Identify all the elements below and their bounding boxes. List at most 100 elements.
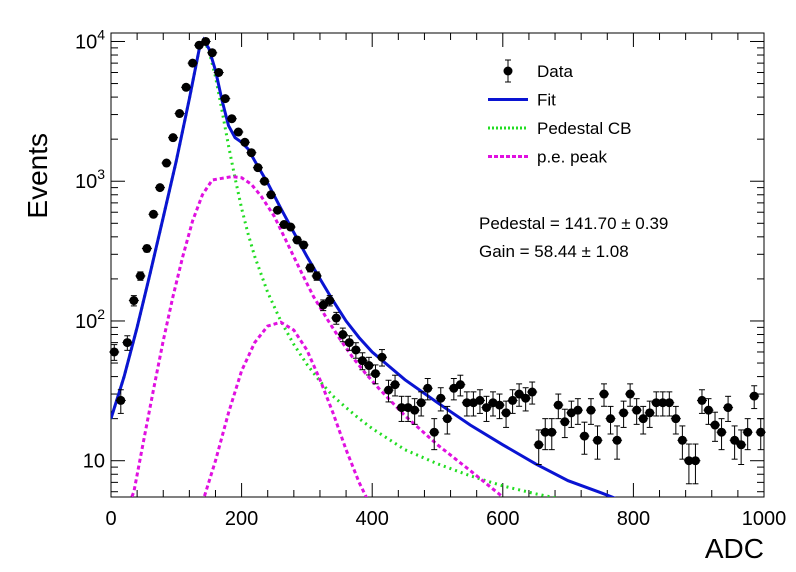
data-point <box>338 330 348 340</box>
data-point <box>625 389 635 399</box>
data-point <box>390 380 400 390</box>
data-point <box>220 94 230 104</box>
data-point <box>586 405 596 415</box>
data-point <box>749 391 759 401</box>
data-point <box>122 338 132 348</box>
legend-label: Pedestal CB <box>537 119 632 138</box>
data-point <box>684 456 694 466</box>
x-tick-label: 0 <box>105 508 116 530</box>
curve-fit <box>111 36 617 497</box>
axis-ticks <box>110 33 765 497</box>
data-point <box>201 36 211 46</box>
data-point <box>677 435 687 445</box>
data-point <box>743 427 753 437</box>
data-point <box>736 440 746 450</box>
data-point <box>370 369 380 379</box>
data-point <box>129 296 139 306</box>
data-point <box>344 338 354 348</box>
data-point <box>162 158 172 168</box>
curve-pedestal-cb <box>111 36 559 497</box>
y-tick-label: 104 <box>75 26 105 53</box>
data-point <box>135 271 145 281</box>
data-point <box>410 405 420 415</box>
data-point <box>364 361 374 371</box>
data-point <box>436 393 446 403</box>
data-point <box>246 148 256 158</box>
y-tick-label: 10 <box>83 451 105 473</box>
y-tick-label: 103 <box>75 166 105 193</box>
curve-2-p-e-peak <box>202 320 368 497</box>
data-point <box>521 393 531 403</box>
data-point <box>194 40 204 50</box>
data-point <box>756 427 766 437</box>
y-axis-label: Events <box>22 133 53 219</box>
data-point <box>240 137 250 147</box>
data-point <box>534 440 544 450</box>
data-point <box>462 398 472 408</box>
data-point <box>547 427 557 437</box>
data-point <box>175 109 185 119</box>
data-point <box>148 209 158 219</box>
data-point <box>527 387 537 397</box>
data-point <box>730 435 740 445</box>
data-point <box>305 263 315 273</box>
data-point <box>599 389 609 399</box>
data-point <box>377 352 387 362</box>
data-point <box>455 380 465 390</box>
x-tick-label: 600 <box>486 508 519 530</box>
y-tick-label: 102 <box>75 306 105 333</box>
legend: Data Fit Pedestal CB p.e. peak <box>488 59 632 167</box>
data-point <box>227 114 237 124</box>
data-point <box>384 385 394 395</box>
data-point <box>540 427 550 437</box>
data-point <box>690 456 700 466</box>
data-point <box>423 383 433 393</box>
data-point <box>273 205 283 215</box>
data-point <box>116 395 126 405</box>
data-points <box>109 36 766 485</box>
data-point <box>253 163 263 173</box>
data-point <box>553 400 563 410</box>
x-tick-label: 800 <box>617 508 650 530</box>
data-point <box>651 398 661 408</box>
data-point <box>664 398 674 408</box>
data-point <box>501 408 511 418</box>
data-point <box>560 417 570 427</box>
data-point <box>207 48 217 58</box>
data-point <box>233 127 243 137</box>
data-point <box>299 240 309 250</box>
data-point <box>723 403 733 413</box>
x-axis-label: ADC <box>705 533 764 564</box>
data-point <box>638 414 648 424</box>
data-point <box>475 395 485 405</box>
data-point <box>671 414 681 424</box>
data-point <box>351 345 361 355</box>
x-tick-label: 200 <box>225 508 258 530</box>
data-point <box>612 435 622 445</box>
legend-label: Fit <box>537 91 556 110</box>
data-point <box>495 400 505 410</box>
legend-label: p.e. peak <box>537 148 607 167</box>
data-point <box>508 395 518 405</box>
y-tick-labels: 10 102 103 104 <box>75 26 105 472</box>
data-point <box>259 176 269 186</box>
data-point <box>312 271 322 281</box>
data-point <box>325 296 335 306</box>
x-tick-label: 400 <box>356 508 389 530</box>
data-point <box>142 244 152 254</box>
data-point <box>703 405 713 415</box>
data-point <box>286 222 296 232</box>
data-point <box>318 300 328 310</box>
data-point <box>397 403 407 413</box>
data-point <box>331 313 341 323</box>
pedestal-annotation: Pedestal = 141.70 ± 0.39 <box>479 214 668 233</box>
data-point <box>292 235 302 245</box>
plot-frame <box>110 32 765 498</box>
data-point <box>188 58 198 68</box>
x-tick-label: 1000 <box>742 508 787 530</box>
data-point <box>645 408 655 418</box>
data-point <box>632 405 642 415</box>
data-point <box>429 427 439 437</box>
data-point <box>181 82 191 92</box>
